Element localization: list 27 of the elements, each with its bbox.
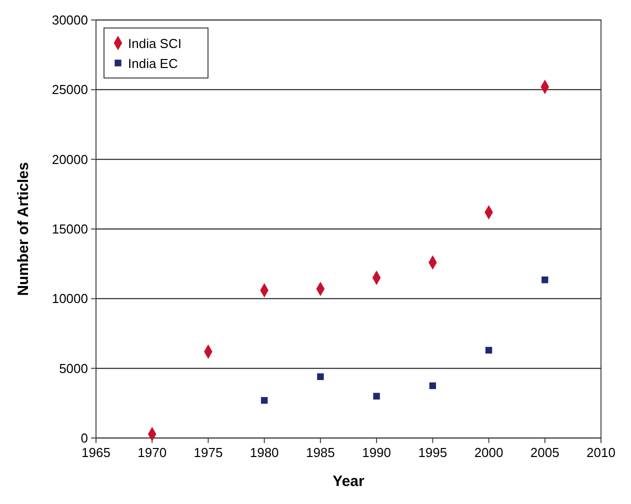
point [485,346,492,354]
x-tick-label: 1990 [362,445,392,460]
point [260,397,268,404]
x-tick-label: 1995 [418,445,448,460]
x-tick-label: 1975 [194,445,223,460]
y-tick-label: 0 [80,430,88,446]
y-tick-label: 25000 [52,82,88,98]
legend-label: India SCI [128,36,182,51]
point [373,392,380,400]
y-tick-label: 5000 [59,360,88,376]
x-tick-label: 1965 [82,445,110,460]
y-tick-label: 20000 [52,152,88,167]
x-tick-label: 1970 [138,445,167,460]
y-axis-title: Number of Articles [15,162,32,296]
x-tick-label: 2005 [530,445,560,460]
y-tick-label: 10000 [52,291,88,306]
y-tick-label: 15000 [52,222,88,236]
x-tick-label: 2010 [586,445,616,460]
point [317,373,324,380]
point [542,276,548,284]
x-tick-label: 1985 [306,445,335,460]
x-tick-label: 1980 [250,445,279,460]
point [429,382,436,390]
legend-label: India EC [128,56,178,71]
x-tick-label: 2000 [474,445,504,460]
x-axis-title: Year [332,473,365,490]
y-tick-label: 30000 [52,12,88,28]
